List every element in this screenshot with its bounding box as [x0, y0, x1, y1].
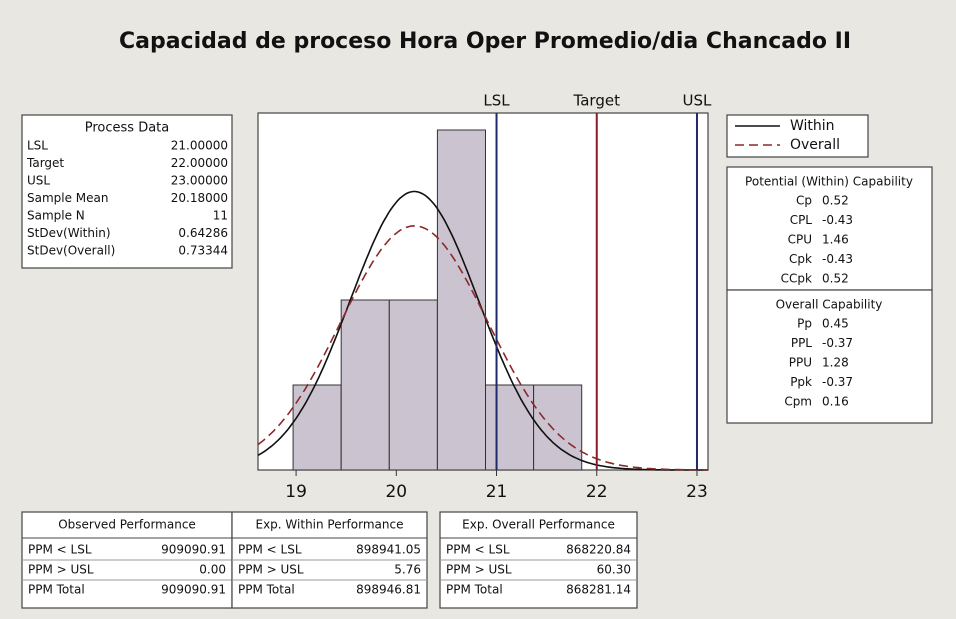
- bar: [388, 299, 438, 471]
- process-data-box: [21, 114, 233, 269]
- row-value: 898946.81: [356, 583, 421, 597]
- x-tick-label: 20: [385, 482, 407, 502]
- row-value: -0.43: [822, 213, 853, 227]
- row-label: CPU: [788, 233, 812, 247]
- row-value: -0.43: [822, 252, 853, 266]
- spec-label: Target: [573, 92, 621, 110]
- chart-title: Capacidad de proceso Hora Oper Promedio/…: [119, 29, 851, 54]
- row-value: 0.73344: [178, 244, 228, 258]
- row-label: USL: [27, 174, 50, 188]
- row-label: Ppk: [790, 375, 812, 389]
- bar: [292, 384, 342, 471]
- row-value: 0.16: [822, 395, 849, 409]
- row-value: 20.18000: [171, 191, 228, 205]
- row-value: 0.64286: [178, 226, 228, 240]
- panel-title: Observed Performance: [58, 518, 196, 532]
- row-label: Cpk: [789, 252, 812, 266]
- row-value: 1.28: [822, 356, 849, 370]
- row-label: Sample N: [27, 209, 85, 223]
- row-label: PPM Total: [238, 583, 295, 597]
- row-label: LSL: [27, 139, 48, 153]
- row-label: PPM > USL: [238, 563, 304, 577]
- row-label: PPM < LSL: [446, 543, 510, 557]
- row-value: 1.46: [822, 233, 849, 247]
- row-value: 5.76: [394, 563, 421, 577]
- bar: [485, 384, 535, 471]
- row-label: Cp: [796, 194, 812, 208]
- row-label: Cpm: [784, 395, 812, 409]
- row-label: CCpk: [781, 272, 812, 286]
- row-value: 21.00000: [171, 139, 228, 153]
- bar: [340, 299, 390, 471]
- row-label: PPM > USL: [446, 563, 512, 577]
- bar: [533, 384, 583, 471]
- row-value: 0.00: [199, 563, 226, 577]
- row-value: 868281.14: [566, 583, 631, 597]
- row-value: 11: [213, 209, 228, 223]
- row-label: Sample Mean: [27, 191, 109, 205]
- row-value: 909090.91: [161, 583, 226, 597]
- row-value: 22.00000: [171, 156, 228, 170]
- row-label: Pp: [797, 317, 812, 331]
- row-label: PPM > USL: [28, 563, 94, 577]
- row-label: PPM < LSL: [28, 543, 92, 557]
- row-value: -0.37: [822, 375, 853, 389]
- spec-label: LSL: [483, 92, 510, 110]
- row-value: 0.45: [822, 317, 849, 331]
- legend-label: Overall: [790, 137, 840, 153]
- row-value: 868220.84: [566, 543, 631, 557]
- x-tick-label: 22: [586, 482, 608, 502]
- panel-title: Overall Capability: [776, 298, 883, 312]
- legend-label: Within: [790, 118, 835, 134]
- row-label: PPM Total: [28, 583, 85, 597]
- density-curve: [257, 190, 708, 471]
- row-value: 23.00000: [171, 174, 228, 188]
- bar: [436, 129, 487, 471]
- row-value: 0.52: [822, 272, 849, 286]
- row-value: -0.37: [822, 336, 853, 350]
- row-value: 898941.05: [356, 543, 421, 557]
- row-label: CPL: [790, 213, 813, 227]
- capability-box: [726, 289, 933, 424]
- row-label: PPU: [789, 356, 812, 370]
- x-tick-label: 23: [686, 482, 708, 502]
- spec-label: USL: [683, 92, 713, 110]
- capability-box: [726, 166, 933, 291]
- panel-title: Exp. Overall Performance: [462, 518, 615, 532]
- row-label: PPM Total: [446, 583, 503, 597]
- row-value: 0.52: [822, 194, 849, 208]
- row-value: 909090.91: [161, 543, 226, 557]
- x-tick-label: 21: [486, 482, 508, 502]
- x-tick-label: 19: [285, 482, 307, 502]
- panel-title: Process Data: [85, 121, 170, 136]
- row-value: 60.30: [597, 563, 631, 577]
- row-label: PPL: [791, 336, 812, 350]
- row-label: Target: [26, 156, 64, 170]
- panel-title: Exp. Within Performance: [256, 518, 404, 532]
- row-label: PPM < LSL: [238, 543, 302, 557]
- legend-box: [726, 114, 869, 158]
- panel-title: Potential (Within) Capability: [745, 175, 913, 189]
- row-label: StDev(Within): [27, 226, 111, 240]
- density-curve: [257, 225, 708, 471]
- row-label: StDev(Overall): [27, 244, 115, 258]
